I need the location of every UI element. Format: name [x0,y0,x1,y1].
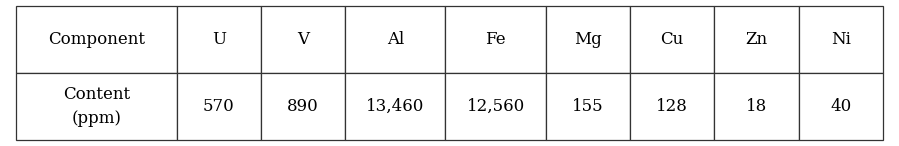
Bar [630,6,715,73]
Bar [798,6,883,73]
Text: 12,560: 12,560 [467,98,525,115]
Bar [630,73,715,140]
Bar [446,73,546,140]
Bar [446,6,546,73]
Bar [16,73,177,140]
Text: 13,460: 13,460 [366,98,424,115]
Bar [546,6,630,73]
Bar [546,73,630,140]
Text: 40: 40 [830,98,851,115]
Bar [177,73,261,140]
Bar [715,6,798,73]
Text: Component: Component [48,31,145,48]
Text: U: U [212,31,226,48]
Text: V: V [297,31,309,48]
Bar [16,6,177,73]
Text: Content
(ppm): Content (ppm) [63,86,130,127]
Text: Fe: Fe [485,31,506,48]
Bar [798,73,883,140]
Text: Ni: Ni [831,31,850,48]
Text: Mg: Mg [574,31,601,48]
Text: 890: 890 [287,98,319,115]
Text: Al: Al [387,31,404,48]
Text: 128: 128 [656,98,688,115]
Bar [345,73,446,140]
Bar [261,6,345,73]
Bar [261,73,345,140]
Text: 570: 570 [203,98,235,115]
Bar [345,6,446,73]
Text: 155: 155 [572,98,604,115]
Text: Zn: Zn [745,31,768,48]
Text: Cu: Cu [661,31,684,48]
Text: 18: 18 [746,98,767,115]
Bar [177,6,261,73]
Bar [715,73,798,140]
